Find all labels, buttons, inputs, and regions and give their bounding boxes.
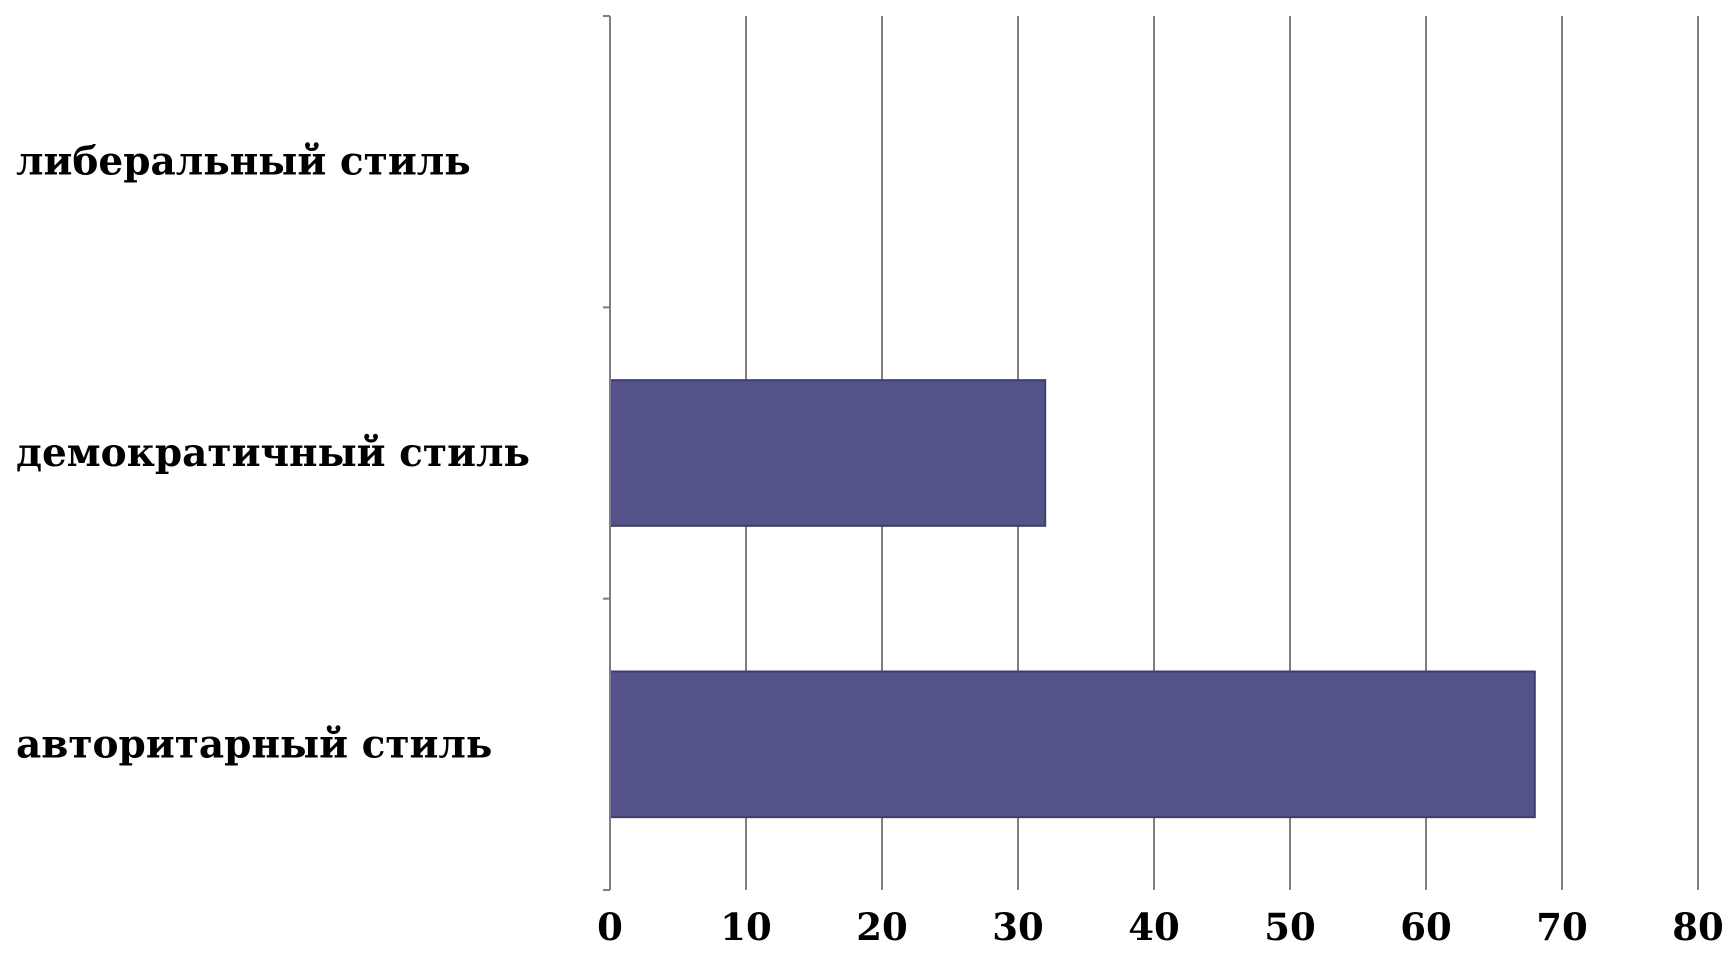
category-label-0: авторитарный стиль <box>16 721 492 767</box>
x-tick-label-80: 80 <box>1672 905 1724 949</box>
x-tick-label-50: 50 <box>1264 905 1316 949</box>
labels: авторитарный стиль демократичный стиль либ… <box>16 139 1724 949</box>
x-tick-label-40: 40 <box>1128 905 1180 949</box>
x-tick-label-20: 20 <box>856 905 908 949</box>
x-tick-label-60: 60 <box>1400 905 1452 949</box>
bar-1 <box>609 379 1047 527</box>
axes <box>603 15 611 891</box>
category-label-2: либеральный стиль <box>16 139 471 185</box>
category-label-1: демократичный стиль <box>16 430 530 476</box>
bars <box>609 379 1536 819</box>
x-tick-label-10: 10 <box>720 905 772 949</box>
x-tick-label-0: 0 <box>597 905 623 949</box>
x-tick-label-30: 30 <box>992 905 1044 949</box>
x-tick-label-70: 70 <box>1536 905 1588 949</box>
bar-0 <box>609 670 1536 819</box>
